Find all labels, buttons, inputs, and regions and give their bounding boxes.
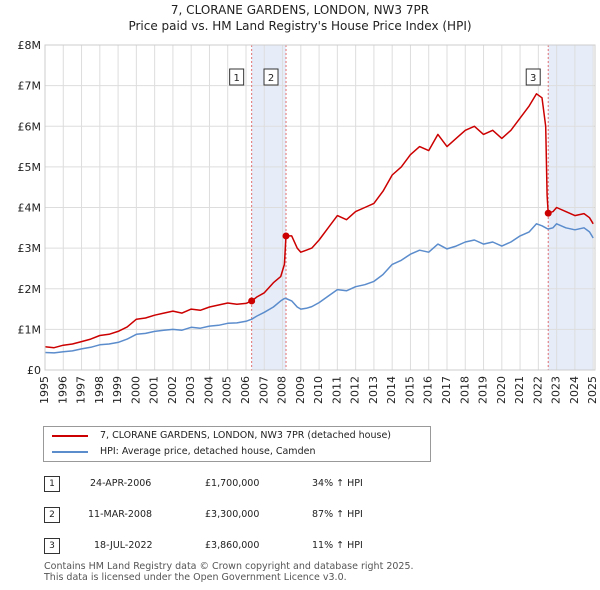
x-tick-label: 1995 (38, 376, 51, 404)
x-tick-label: 2002 (166, 376, 179, 404)
x-tick-label: 2003 (184, 376, 197, 404)
sale-point (282, 232, 290, 240)
footer: Contains HM Land Registry data © Crown c… (44, 561, 414, 583)
transaction-hpi: 11% ↑ HPI (312, 540, 363, 551)
price-chart: 7, CLORANE GARDENS, LONDON, NW3 7PR Pric… (18, 3, 600, 404)
y-tick-label: £5M (18, 161, 42, 174)
x-tick-label: 2021 (513, 376, 526, 404)
x-tick-label: 2016 (422, 376, 435, 404)
x-tick-label: 1998 (93, 376, 106, 404)
x-tick-label: 2013 (367, 376, 380, 404)
legend-item-hpi: HPI: Average price, detached house, Camd… (52, 444, 315, 460)
sale-label-box (525, 68, 541, 86)
y-tick-label: £1M (18, 323, 42, 336)
x-tick-label: 2007 (257, 376, 270, 404)
x-tick-label: 2019 (477, 376, 490, 404)
x-tick-label: 2023 (550, 376, 563, 404)
legend-hpi-swatch (52, 450, 88, 453)
transaction-date: 24-APR-2006 (90, 478, 152, 489)
x-tick-label: 2004 (202, 376, 215, 404)
chart-subtitle: Price paid vs. HM Land Registry's House … (128, 19, 471, 33)
x-tick-label: 2014 (385, 376, 398, 404)
x-tick-label: 2009 (294, 376, 307, 404)
y-tick-label: £4M (18, 202, 42, 215)
hpi-series-line (44, 223, 594, 354)
transaction-date: 18-JUL-2022 (94, 540, 153, 551)
footer-licence: This data is licensed under the Open Gov… (44, 572, 347, 583)
sale-point (544, 209, 552, 217)
transaction-date: 11-MAR-2008 (88, 509, 153, 520)
legend-price-swatch (52, 434, 88, 437)
x-tick-label: 2022 (531, 376, 544, 404)
x-tick-label: 2000 (129, 376, 142, 404)
transaction-price: £3,860,000 (205, 540, 260, 551)
transaction-price: £1,700,000 (205, 478, 260, 489)
x-tick-label: 2005 (221, 376, 234, 404)
sale-label: 2 (268, 73, 274, 84)
price-series-line (44, 93, 594, 349)
transaction-price: £3,300,000 (205, 509, 260, 520)
sale-label-box (229, 68, 245, 86)
y-tick-label: £7M (18, 80, 42, 93)
x-tick-label: 2018 (458, 376, 471, 404)
transaction-hpi: 87% ↑ HPI (312, 509, 363, 520)
x-tick-label: 2020 (495, 376, 508, 404)
transaction-badge: 2 (44, 507, 60, 523)
transaction-hpi: 34% ↑ HPI (312, 478, 363, 489)
sale-label-box (263, 68, 279, 86)
x-tick-label: 2010 (312, 376, 325, 404)
x-tick-label: 2025 (586, 376, 599, 404)
x-tick-label: 2017 (440, 376, 453, 404)
x-tick-label: 1996 (56, 376, 69, 404)
footer-copyright: Contains HM Land Registry data © Crown c… (44, 561, 414, 572)
legend-hpi-label: HPI: Average price, detached house, Camd… (100, 446, 316, 457)
transaction-badge: 3 (44, 538, 60, 554)
x-tick-label: 1997 (75, 376, 88, 404)
x-tick-label: 1999 (111, 376, 124, 404)
sale-label: 3 (530, 73, 536, 84)
sale-label: 1 (233, 73, 239, 84)
x-tick-label: 2011 (330, 376, 343, 404)
legend: 7, CLORANE GARDENS, LONDON, NW3 7PR (det… (43, 426, 431, 462)
plot-border (44, 44, 596, 371)
legend-price-label: 7, CLORANE GARDENS, LONDON, NW3 7PR (det… (100, 430, 392, 441)
x-tick-label: 2012 (349, 376, 362, 404)
y-tick-label: £8M (18, 39, 42, 52)
x-tick-label: 2008 (276, 376, 289, 404)
sale-point (248, 297, 256, 305)
x-tick-label: 2015 (403, 376, 416, 404)
chart-title: 7, CLORANE GARDENS, LONDON, NW3 7PR (171, 3, 429, 17)
legend-item-price: 7, CLORANE GARDENS, LONDON, NW3 7PR (det… (52, 428, 391, 444)
transaction-badge: 1 (44, 476, 60, 492)
y-tick-label: £0 (27, 364, 41, 377)
x-tick-label: 2006 (239, 376, 252, 404)
x-tick-label: 2024 (568, 376, 581, 404)
y-tick-label: £6M (18, 120, 42, 133)
x-tick-label: 2001 (148, 376, 161, 404)
y-tick-label: £2M (18, 283, 42, 296)
y-tick-label: £3M (18, 242, 42, 255)
